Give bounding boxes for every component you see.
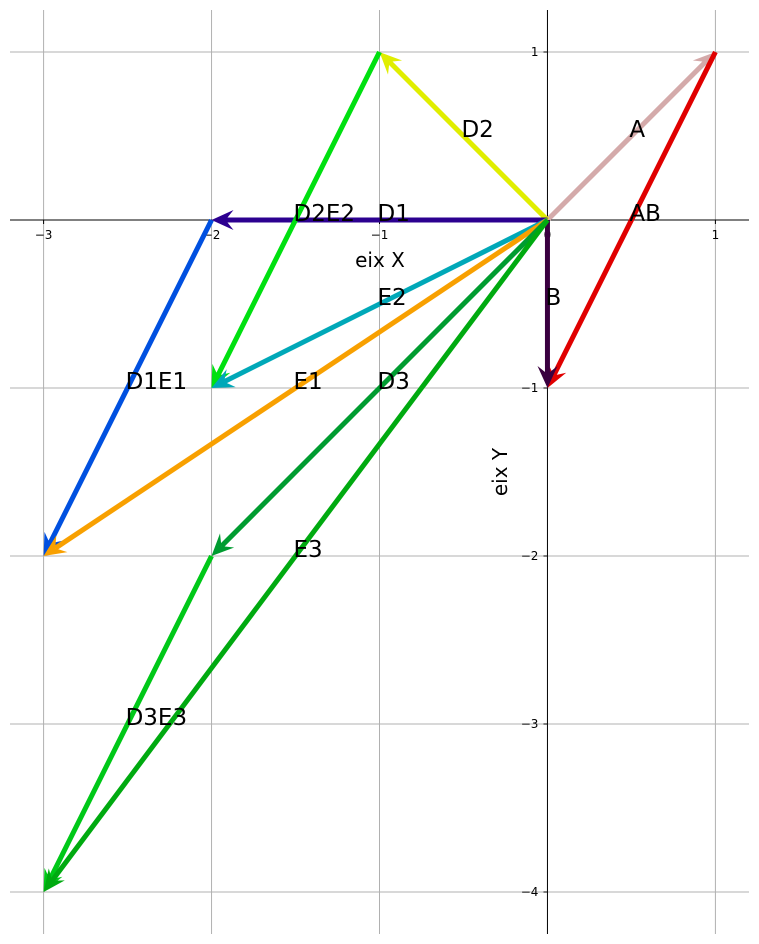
vector-arrowhead: [547, 363, 567, 388]
vector-arrowhead: [43, 535, 68, 556]
vector-shaft: [47, 554, 214, 881]
vector-shaft: [49, 218, 550, 883]
vector-shaft: [545, 60, 708, 222]
vector-arrowhead: [537, 366, 558, 388]
x-tick-label: −1: [371, 228, 389, 242]
vector-shaft: [215, 50, 382, 377]
vector-label: AB: [629, 201, 661, 227]
vector-label: D1E1: [126, 369, 188, 395]
x-axis-label: eix X: [355, 248, 405, 272]
vector-label: D2E2: [294, 201, 356, 227]
vector-shaft: [47, 218, 214, 545]
vector-arrowhead: [211, 533, 235, 556]
vector-label: D3: [378, 369, 410, 395]
vector-label: E2: [378, 285, 407, 311]
y-tick-label: −2: [521, 549, 539, 563]
y-tick-label: −4: [521, 885, 539, 899]
vector-arrowhead: [211, 369, 236, 388]
vector-arrowhead: [211, 363, 231, 388]
vector-shaft: [53, 217, 549, 551]
vector-label: A: [629, 117, 645, 143]
vector-shaft: [219, 218, 550, 548]
vector-arrowhead: [692, 52, 716, 75]
x-tick-label: 1: [712, 228, 720, 242]
vector-label: D2: [461, 117, 493, 143]
vector-label: D3E3: [126, 705, 188, 731]
x-tick-label: −3: [35, 228, 53, 242]
vectors: [43, 50, 718, 892]
vector-label: E1: [294, 369, 323, 395]
grid-lines: [10, 10, 749, 934]
vector-arrowhead: [43, 868, 65, 892]
vector-shaft: [387, 60, 550, 222]
vector-shaft: [222, 217, 549, 384]
vector-label: B: [545, 285, 561, 311]
y-tick-label: −1: [521, 381, 539, 395]
vector-label: E3: [294, 537, 323, 563]
vector-arrowhead: [379, 52, 403, 75]
vector-label: D1: [378, 201, 410, 227]
y-axis-label: eix Y: [488, 447, 512, 496]
vector-shaft: [551, 50, 718, 377]
y-tick-label: −3: [521, 717, 539, 731]
y-tick-label: 1: [531, 45, 539, 59]
vector-arrowhead: [211, 210, 234, 230]
